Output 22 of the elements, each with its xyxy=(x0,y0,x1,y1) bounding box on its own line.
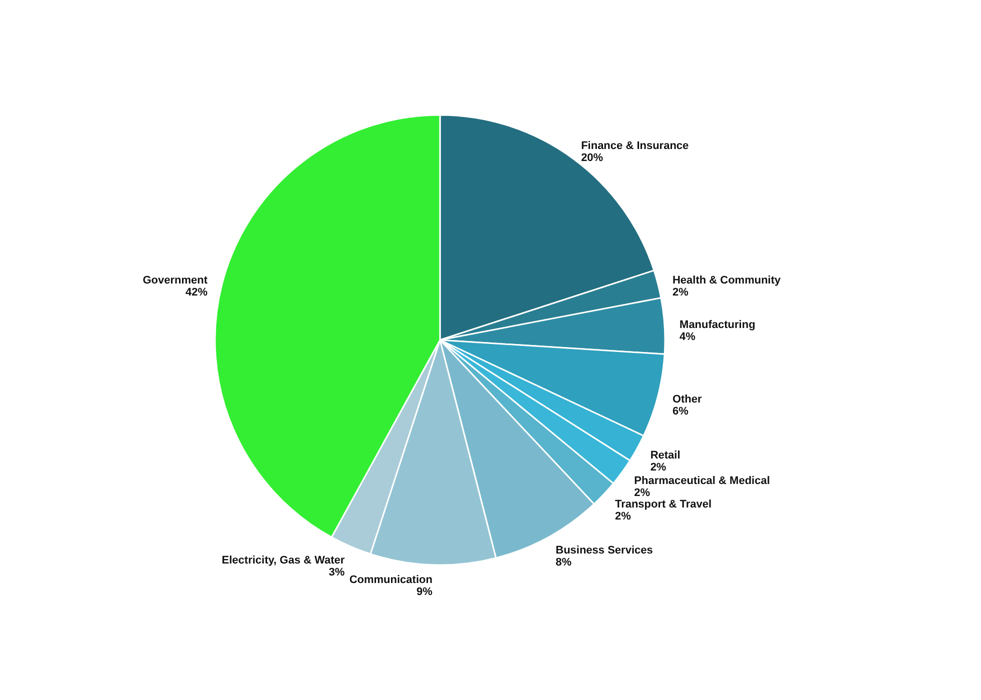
slice-label: Communication xyxy=(349,574,433,586)
slice-label: Transport & Travel xyxy=(614,498,712,510)
slice-label: Manufacturing xyxy=(680,318,756,331)
data-label: 6% xyxy=(672,406,689,418)
slice-label: Other xyxy=(672,394,703,406)
data-label: 2% xyxy=(672,286,689,298)
data-label: 4% xyxy=(680,330,696,343)
slice-label: Finance & Insurance xyxy=(581,140,689,152)
slice-label: Retail xyxy=(650,450,680,462)
slice-label: Electricity, Gas & Water xyxy=(222,554,346,566)
slice-label: Government xyxy=(142,274,208,286)
data-label: 2% xyxy=(634,487,650,500)
data-label: 42% xyxy=(186,286,208,298)
data-label: 20% xyxy=(581,152,604,164)
data-label: 3% xyxy=(328,566,345,578)
data-label: 2% xyxy=(650,462,666,474)
data-label: 8% xyxy=(556,556,572,568)
slice-label: Pharmaceutical & Medical xyxy=(634,475,770,488)
slice-label: Business Services xyxy=(556,544,653,556)
slice-label: Health & Community xyxy=(672,274,782,286)
data-label: 9% xyxy=(416,586,433,598)
data-label: 2% xyxy=(614,510,632,522)
